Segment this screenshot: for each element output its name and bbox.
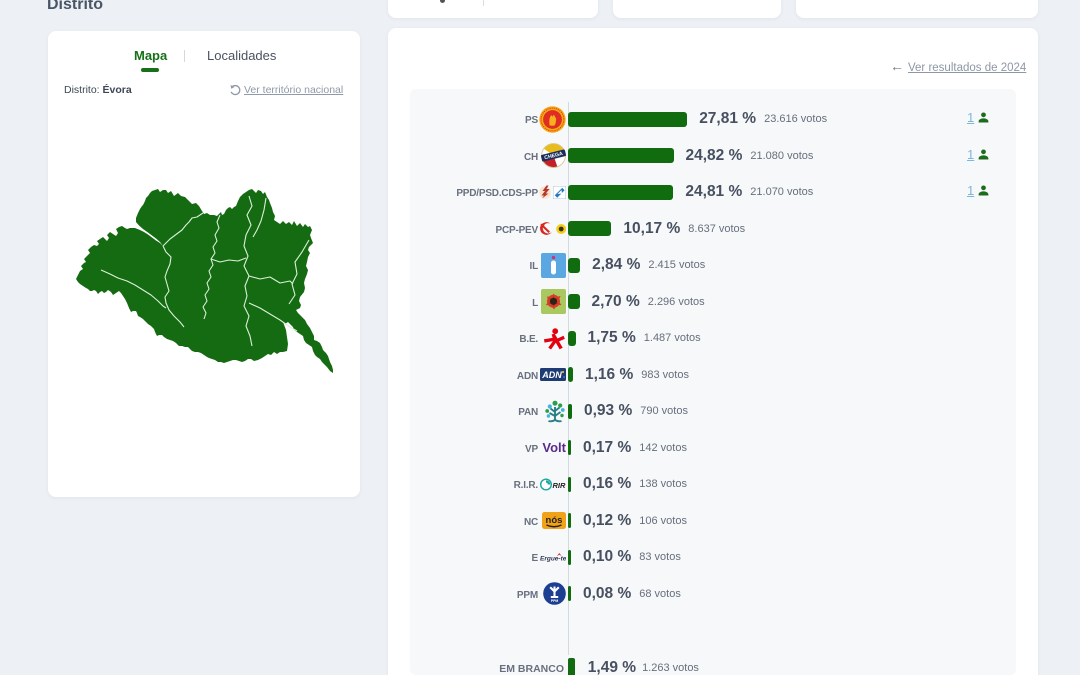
svg-text:Ergue-te: Ergue-te: [540, 555, 566, 562]
svg-text:ADN: ADN: [541, 370, 562, 380]
svg-text:CHEGA: CHEGA: [544, 151, 564, 161]
svg-text:nós: nós: [546, 515, 563, 526]
svg-text:RIR: RIR: [553, 481, 567, 490]
svg-text:PPM: PPM: [551, 599, 559, 603]
